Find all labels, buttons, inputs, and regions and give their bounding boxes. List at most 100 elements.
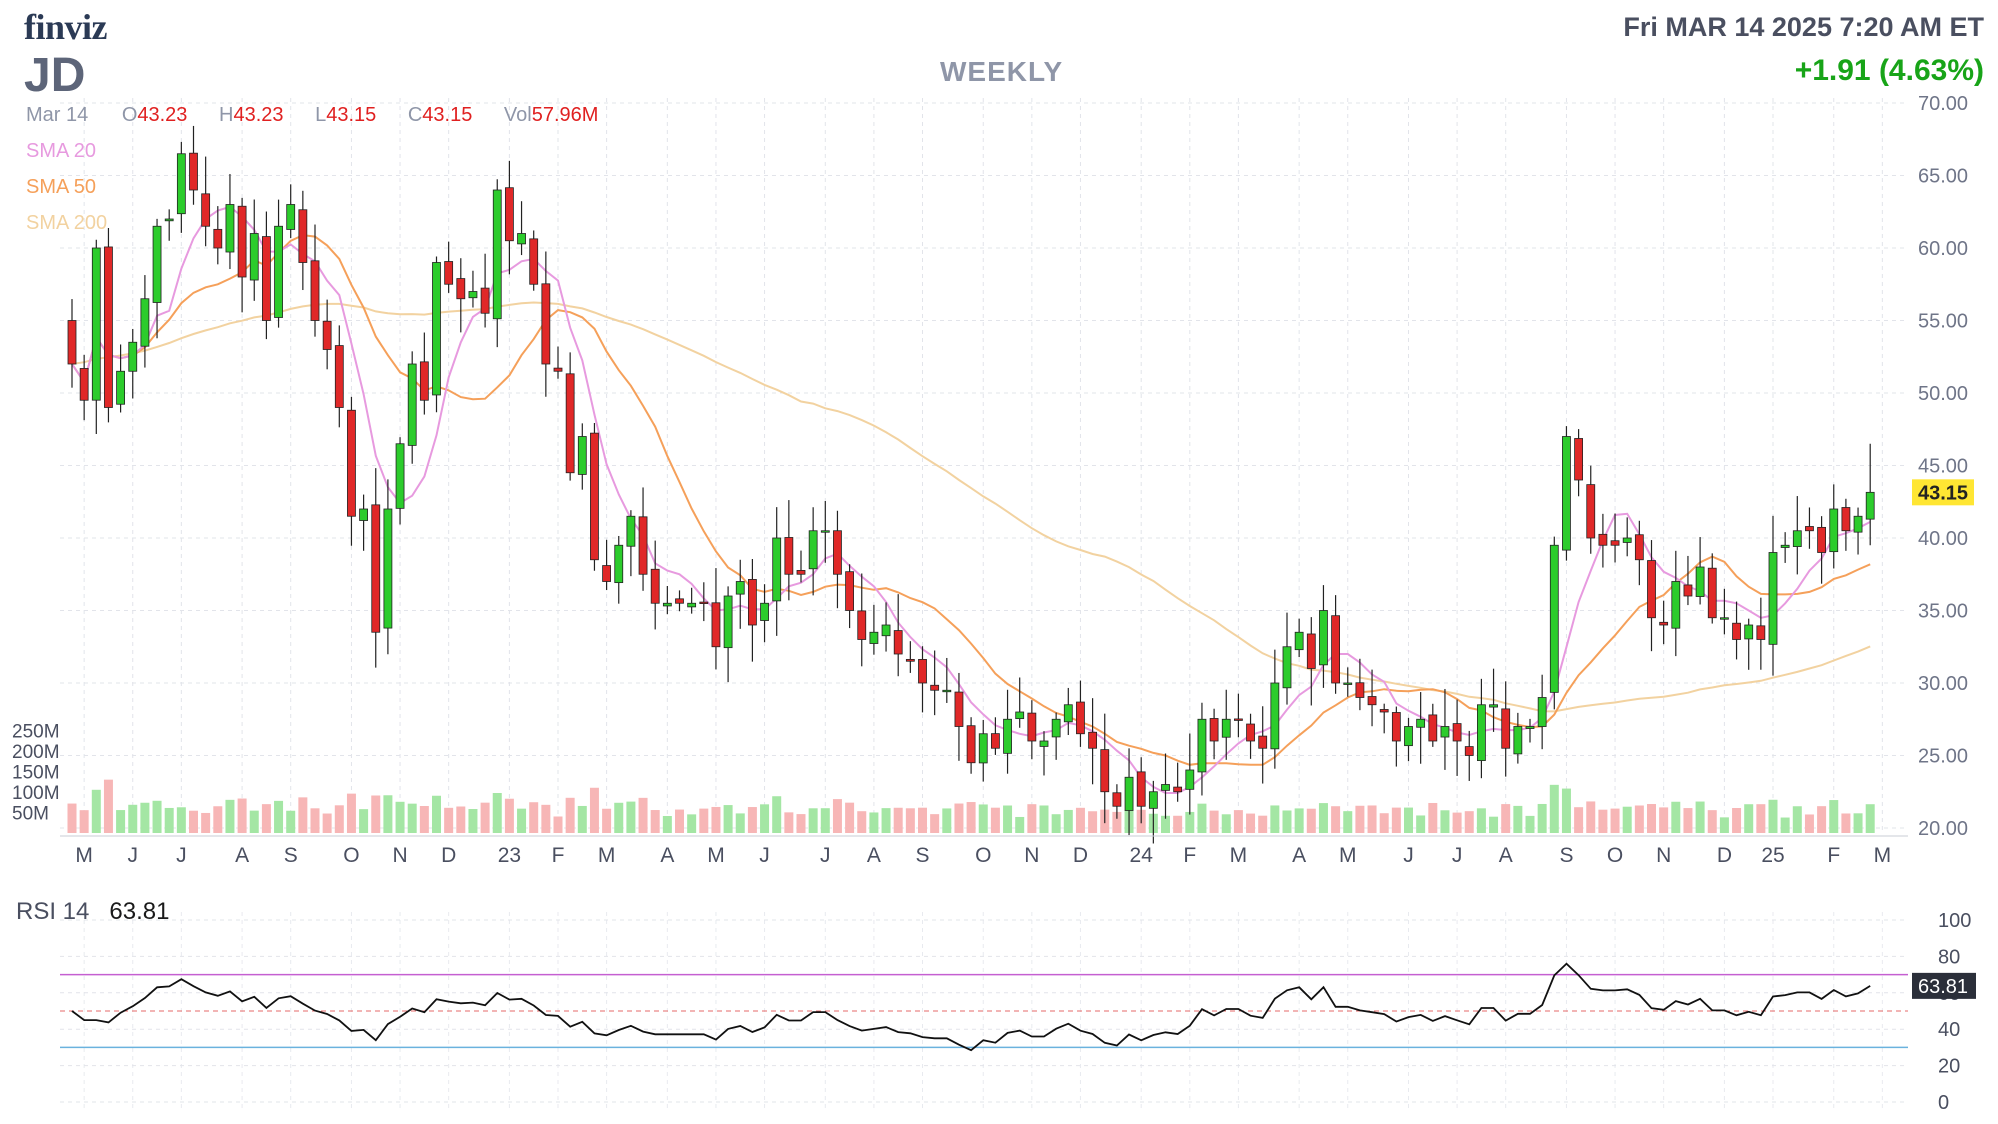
candle-body bbox=[1574, 438, 1583, 481]
candle-body bbox=[140, 298, 150, 347]
candle-body bbox=[359, 508, 369, 521]
volume-bar bbox=[687, 814, 697, 833]
sma50-legend[interactable]: SMA 50 bbox=[26, 176, 97, 198]
volume-bar bbox=[1428, 802, 1438, 833]
candle-body bbox=[164, 218, 174, 222]
volume-bar bbox=[1027, 804, 1037, 833]
time-tick-label: M bbox=[75, 844, 93, 867]
candle-body bbox=[1234, 718, 1243, 721]
time-tick-label: A bbox=[867, 844, 881, 867]
candle-body bbox=[67, 320, 77, 365]
volume-tick-label: 50M bbox=[12, 803, 49, 824]
candle-body bbox=[298, 209, 308, 263]
candle-body bbox=[784, 537, 794, 575]
candle-body bbox=[1501, 708, 1511, 749]
volume-bar bbox=[918, 807, 927, 833]
candle-body bbox=[1076, 701, 1085, 735]
time-tick-label: J bbox=[1403, 844, 1414, 867]
candle-body bbox=[905, 658, 915, 662]
period-label[interactable]: WEEKLY bbox=[940, 56, 1064, 87]
ohlc-readout: Mar 14 O43.23 H43.23 L43.15 C43.15 Vol57… bbox=[26, 104, 598, 127]
volume-bar bbox=[1476, 808, 1486, 833]
candle-body bbox=[189, 152, 198, 191]
volume-bar bbox=[893, 807, 903, 833]
candle-body bbox=[1792, 530, 1802, 547]
candle-body bbox=[1428, 714, 1438, 742]
volume-tick-label: 100M bbox=[12, 783, 60, 804]
candle-body bbox=[1610, 540, 1620, 546]
volume-bar bbox=[1768, 799, 1778, 833]
time-tick-label: D bbox=[441, 844, 456, 867]
volume-bar bbox=[1112, 811, 1122, 833]
price-tick-label: 65.00 bbox=[1918, 166, 1968, 188]
candle-body bbox=[796, 570, 806, 575]
time-tick-label: N bbox=[392, 844, 407, 867]
candle-body bbox=[213, 228, 223, 249]
candle-body bbox=[249, 233, 259, 281]
volume-bar bbox=[1464, 811, 1474, 833]
candle-body bbox=[1306, 633, 1316, 669]
finviz-logo[interactable]: finviz bbox=[24, 7, 108, 47]
volume-bar bbox=[1804, 814, 1814, 833]
volume-bar bbox=[832, 799, 842, 833]
candle-body bbox=[1683, 584, 1693, 597]
axes: 70.00 65.00 60.00 55.00 50.00 45.00 40.00 35.00… bbox=[12, 93, 1974, 867]
volume-bar bbox=[1063, 809, 1073, 833]
volume-bar bbox=[1355, 805, 1365, 833]
volume-bar bbox=[189, 810, 198, 833]
candle-body bbox=[1258, 735, 1268, 749]
candle-body bbox=[407, 363, 417, 446]
volume-bar bbox=[845, 802, 855, 833]
high-value: 43.23 bbox=[233, 104, 284, 126]
volume-bar bbox=[1501, 804, 1511, 833]
volume-bar bbox=[638, 797, 648, 833]
volume-bar bbox=[796, 814, 806, 833]
sma20-legend[interactable]: SMA 20 bbox=[26, 140, 97, 162]
volume-bar bbox=[1367, 805, 1377, 833]
volume-bar bbox=[1671, 801, 1681, 833]
volume-bar bbox=[274, 800, 284, 833]
candle-body bbox=[395, 443, 405, 509]
candle-body bbox=[1562, 436, 1571, 551]
low-label: L bbox=[315, 104, 327, 126]
time-tick-label: A bbox=[235, 844, 249, 867]
volume-bar bbox=[1683, 808, 1693, 833]
candle-body bbox=[675, 598, 684, 604]
candle-body bbox=[1185, 769, 1195, 790]
candle-body bbox=[274, 225, 283, 318]
candle-body bbox=[1063, 704, 1073, 723]
candle-body bbox=[1051, 718, 1061, 738]
volume-bar bbox=[1865, 804, 1875, 833]
volume-bar bbox=[1294, 808, 1304, 833]
volume-bar bbox=[1853, 813, 1863, 833]
volume-bar bbox=[1318, 803, 1328, 833]
volume-bar bbox=[1258, 815, 1268, 833]
candle-body bbox=[723, 595, 733, 649]
sma200-legend[interactable]: SMA 200 bbox=[26, 212, 108, 234]
candle-body bbox=[687, 602, 697, 608]
datetime: Fri MAR 14 2025 7:20 AM ET bbox=[1623, 12, 1984, 42]
time-tick-label: 23 bbox=[498, 844, 521, 867]
low-value: 43.15 bbox=[326, 104, 377, 126]
candle-body bbox=[176, 153, 186, 215]
time-tick-label: S bbox=[284, 844, 298, 867]
time-tick-label: M bbox=[1230, 844, 1248, 867]
volume-bar bbox=[79, 810, 89, 833]
volume-bar bbox=[614, 802, 624, 833]
price-tick-label: 60.00 bbox=[1918, 238, 1968, 260]
rsi-tick-label: 40 bbox=[1938, 1019, 1960, 1041]
volume-bar bbox=[1088, 811, 1098, 833]
volume-bar bbox=[1440, 810, 1450, 833]
volume-bar bbox=[1622, 806, 1632, 833]
volume-bar bbox=[1829, 800, 1839, 833]
time-tick-label: F bbox=[1183, 844, 1196, 867]
candle-body bbox=[881, 624, 891, 637]
volume-bar bbox=[1513, 805, 1523, 833]
time-tick-label: M bbox=[707, 844, 725, 867]
candle-body bbox=[225, 204, 235, 253]
rsi-panel: 10080604020063.81 bbox=[60, 910, 1976, 1114]
time-tick-label: N bbox=[1656, 844, 1671, 867]
volume-bar bbox=[492, 793, 502, 833]
candle-body bbox=[1634, 534, 1644, 561]
